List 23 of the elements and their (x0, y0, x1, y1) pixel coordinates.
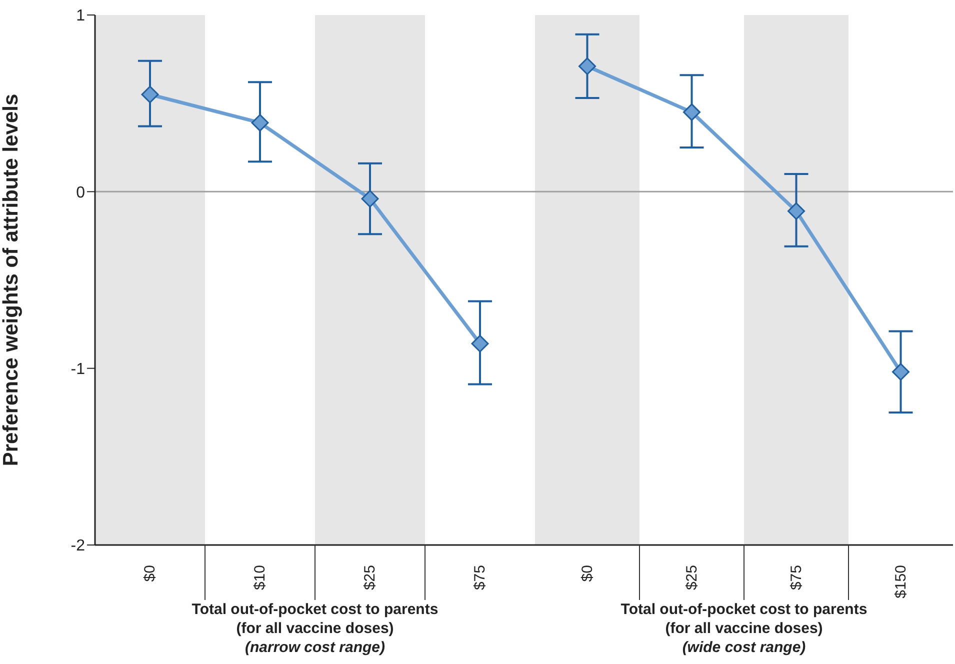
point (251, 114, 269, 132)
x-tick-label: $10 (252, 565, 268, 590)
x-axis-title: Total out-of-pocket cost to parents (for all vaccine doses) (wide cost range) (620, 600, 868, 657)
x-tick-label: $0 (578, 565, 596, 582)
x-tick-label: $75 (472, 565, 488, 590)
x-axis-title: Total out-of-pocket cost to parents (for all vaccine doses) (narrow cost range) (190, 600, 440, 657)
point (683, 103, 700, 121)
x-tick-label: $25 (683, 565, 700, 590)
point (788, 202, 805, 220)
point (141, 86, 159, 104)
point (578, 57, 596, 75)
y-tick-label: 0 (76, 184, 86, 202)
point (471, 334, 489, 352)
point (361, 190, 379, 208)
y-tick-label: -1 (70, 361, 86, 378)
x-tick-label: $25 (362, 565, 378, 590)
y-axis-title: Preference weights of attribute levels (0, 94, 22, 466)
x-tick-label: $75 (788, 565, 805, 590)
y-tick-label: -2 (70, 538, 86, 555)
x-tick-label: $150 (892, 565, 910, 598)
y-tick-label: 1 (76, 8, 86, 25)
x-tick-label: $0 (142, 565, 158, 582)
point (892, 363, 910, 381)
